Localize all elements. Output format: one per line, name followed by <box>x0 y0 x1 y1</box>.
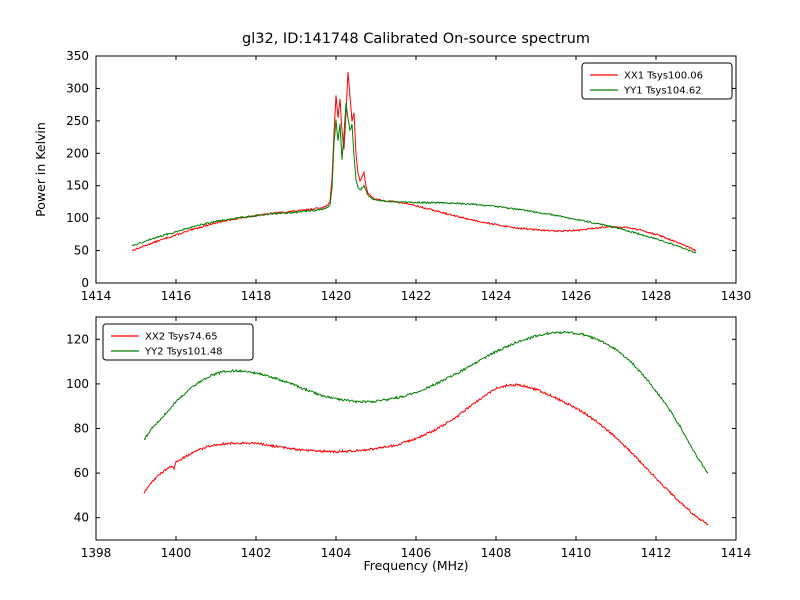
y-tick-label: 120 <box>66 332 89 346</box>
x-tick-label: 1414 <box>721 546 752 560</box>
y-tick-label: 40 <box>74 511 89 525</box>
chart-title: gl32, ID:141748 Calibrated On-source spe… <box>242 31 590 47</box>
series-line-XX2 <box>143 383 709 526</box>
x-tick-label: 1418 <box>241 289 272 303</box>
legend-box <box>581 62 733 100</box>
series-line-YY2 <box>143 330 709 474</box>
x-tick-label: 1428 <box>641 289 672 303</box>
x-tick-label: 1422 <box>401 289 432 303</box>
y-tick-label: 80 <box>74 422 89 436</box>
x-tick-label: 1424 <box>481 289 512 303</box>
y-tick-label: 50 <box>74 244 89 258</box>
series-line-YY1 <box>131 102 697 254</box>
x-tick-label: 1426 <box>561 289 592 303</box>
y-tick-label: 60 <box>74 466 89 480</box>
x-tick-label: 1410 <box>561 546 592 560</box>
x-tick-label: 1398 <box>81 546 112 560</box>
y-axis-label-wrap: Power in Kelvin <box>30 56 50 283</box>
legend-label: XX2 Tsys74.65 <box>145 332 218 343</box>
y-tick-label: 100 <box>66 211 89 225</box>
y-axis-label: Power in Kelvin <box>32 122 48 217</box>
x-axis-label: Frequency (MHz) <box>363 558 469 573</box>
y-tick-label: 350 <box>66 49 89 63</box>
legend: XX1 Tsys100.06 YY1 Tsys104.62 <box>581 62 733 100</box>
x-tick-label: 1402 <box>241 546 272 560</box>
y-tick-label: 0 <box>81 276 89 290</box>
legend-label: YY2 Tsys101.48 <box>144 347 223 358</box>
x-tick-label: 1412 <box>641 546 672 560</box>
x-tick-label: 1400 <box>161 546 192 560</box>
legend-box <box>102 323 254 361</box>
series-line-XX1 <box>131 72 697 252</box>
y-tick-label: 300 <box>66 81 89 95</box>
y-tick-label: 100 <box>66 377 89 391</box>
x-tick-label: 1406 <box>401 546 432 560</box>
x-tick-label: 1430 <box>721 289 752 303</box>
top-spectrum: 1414 1416 1418 1420 1422 1424 1426 1428 1430 0 50 1… <box>66 49 751 303</box>
bottom-spectrum: 1398 1400 1402 1404 1406 1408 1410 1412 1414 40 60… <box>66 316 752 560</box>
x-tick-label: 1408 <box>481 546 512 560</box>
y-tick-label: 200 <box>66 146 89 160</box>
x-tick-label: 1404 <box>321 546 352 560</box>
y-tick-label: 150 <box>66 179 89 193</box>
legend: XX2 Tsys74.65 YY2 Tsys101.48 <box>102 323 254 361</box>
legend-label: XX1 Tsys100.06 <box>624 71 703 82</box>
legend-label: YY1 Tsys104.62 <box>623 86 702 97</box>
x-tick-label: 1416 <box>161 289 192 303</box>
x-tick-label: 1414 <box>81 289 112 303</box>
x-tick-label: 1420 <box>321 289 352 303</box>
y-tick-label: 250 <box>66 114 89 128</box>
